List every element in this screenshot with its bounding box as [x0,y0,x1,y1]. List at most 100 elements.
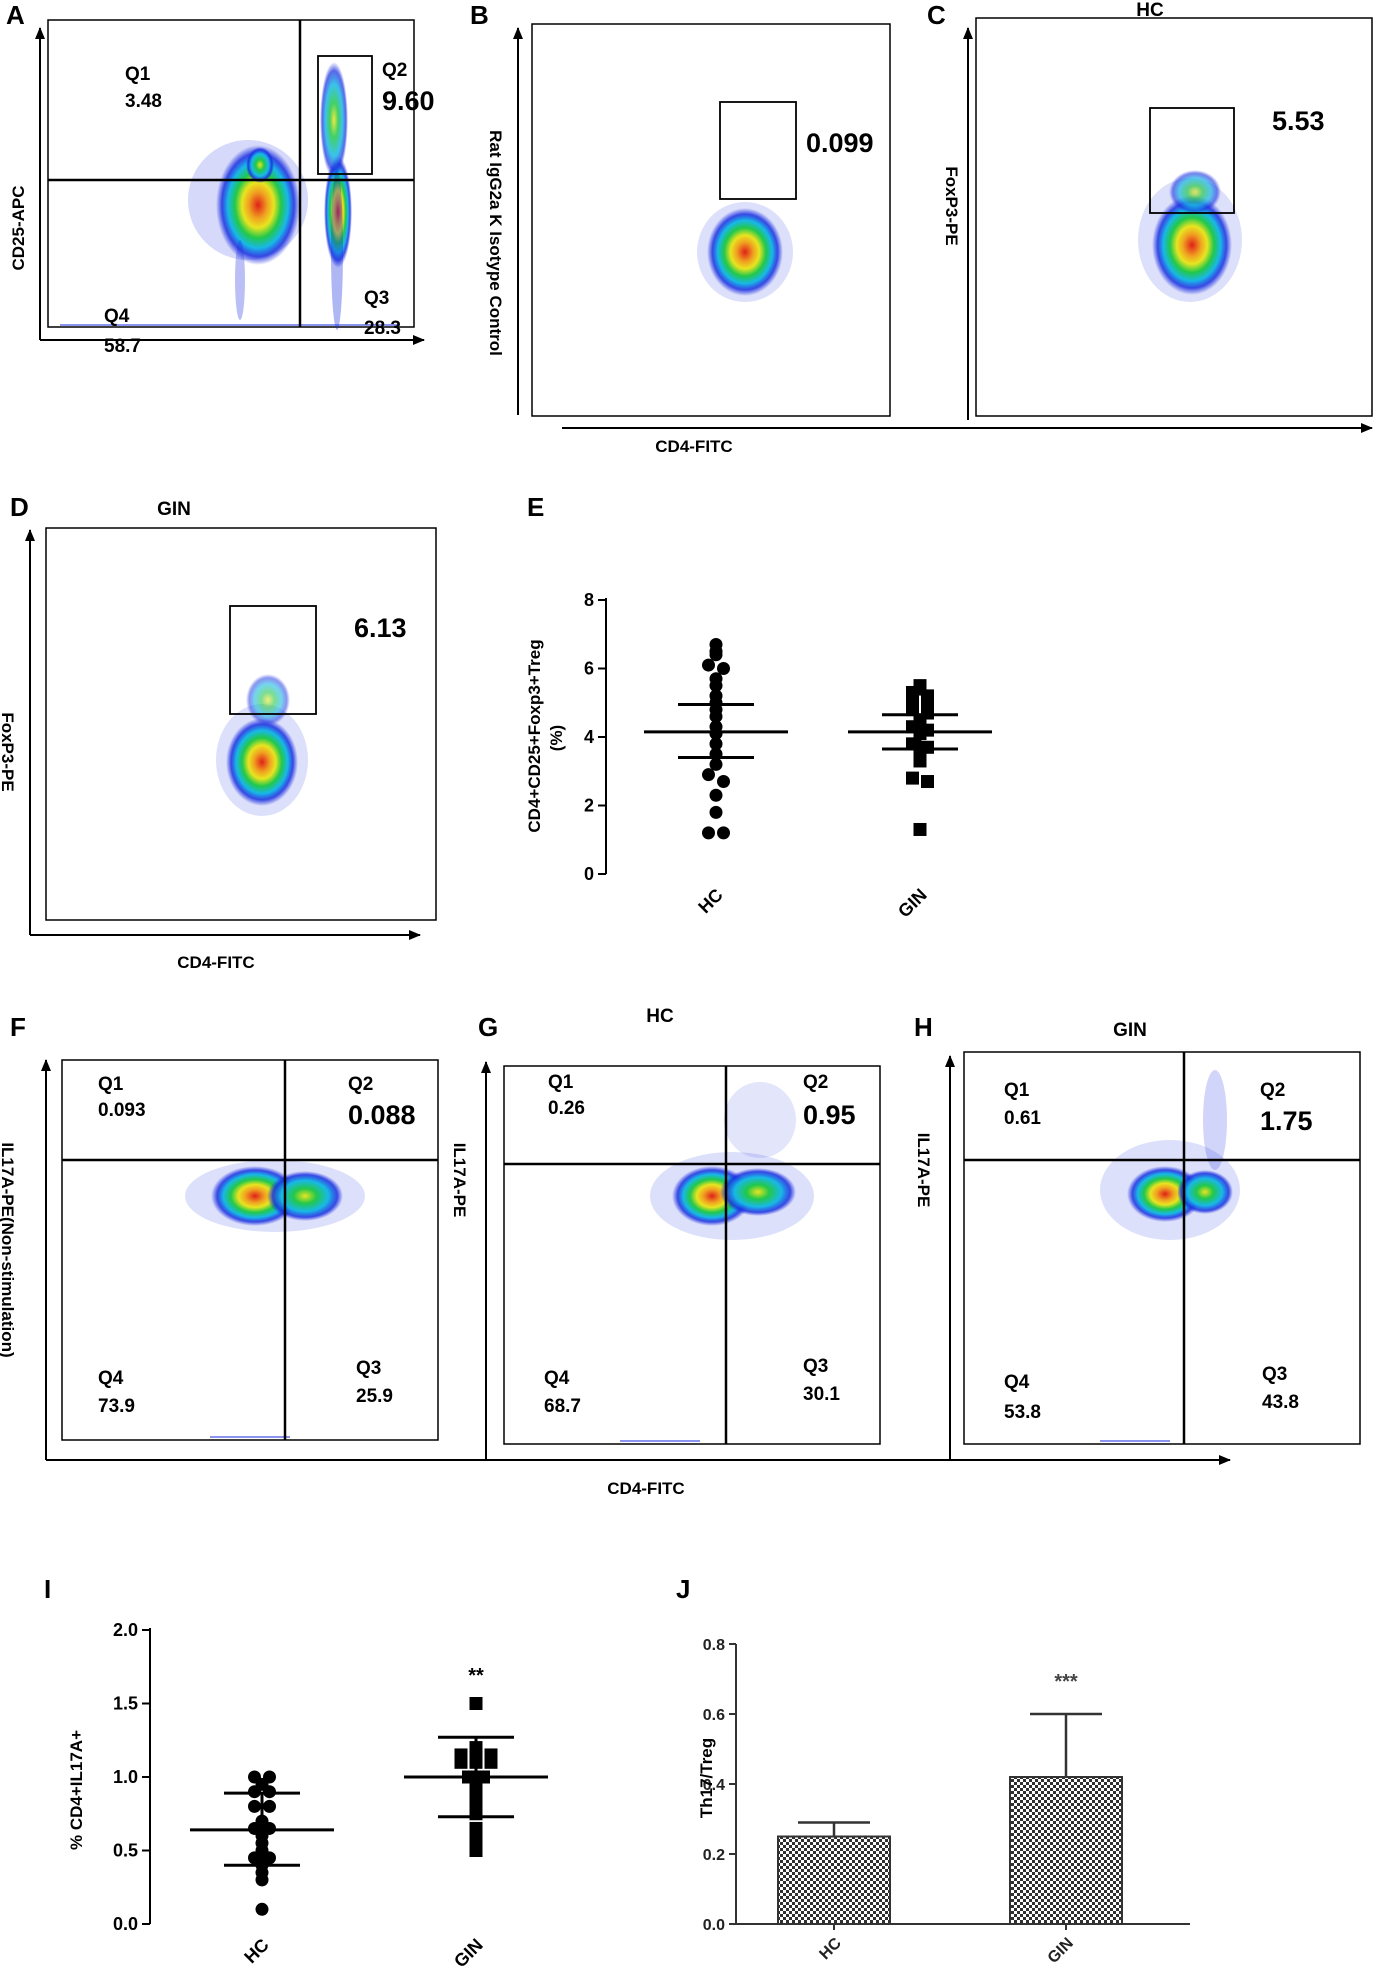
data-point [702,658,715,672]
gate-box [1149,107,1235,214]
q1-name: Q1 [125,64,151,85]
gate-value: 0.099 [806,128,874,158]
q1-name: Q1 [548,1072,574,1093]
data-point [906,692,919,706]
gate-box [719,101,797,200]
panel-title: GIN [157,499,191,520]
significance-marker: ** [468,1665,484,1687]
plot-frame [47,19,415,328]
y-axis-label-line2: (%) [547,725,566,751]
plot-frame [61,1059,439,1441]
q3-name: Q3 [364,288,389,309]
x-tick-label: GIN [894,885,931,922]
data-point [263,1799,276,1813]
significance-marker: *** [1054,1671,1078,1693]
density-cloud [185,1160,365,1438]
y-tick-label: 4 [584,727,594,747]
data-point [717,775,730,789]
data-point [921,775,934,789]
y-tick-label: 0.4 [703,1777,725,1794]
y-tick-label: 0.2 [703,1847,725,1864]
y-tick-label: 1.0 [113,1767,138,1787]
data-point [469,1697,483,1710]
panel-letter-i: I [44,1574,51,1604]
q4-value: 58.7 [104,336,141,357]
y-tick-label: 0.5 [113,1841,138,1861]
y-axis-label: IL17A-PE(Non-stimulation) [0,1142,17,1357]
y-tick-label: 6 [584,659,594,679]
panel-g: G HC Q1 0.26 Q2 0.95 Q3 30.1 Q4 68.7 IL1… [450,1006,881,1460]
q3-value: 28.3 [364,318,401,339]
panel-f: F Q1 0.093 Q2 0.088 Q3 25.9 Q4 73.9 IL17… [0,1012,439,1460]
q1-value: 0.093 [98,1100,146,1121]
panel-letter-g: G [478,1012,498,1042]
panel-h: H GIN Q1 0.61 Q2 1.75 Q3 43.8 Q4 53.8 IL… [914,1012,1361,1460]
density-cloud [620,1082,814,1442]
plot-frame [45,527,437,921]
data-point [702,768,715,782]
y-axis-label: FoxP3-PE [0,712,17,791]
data-point [913,822,927,836]
scatter-chart-e: 0 2 4 6 8 HC GIN [584,590,992,921]
y-axis-label: IL17A-PE [450,1143,469,1218]
density-cloud [60,62,400,330]
panel-letter-h: H [914,1012,933,1042]
density-cloud [216,674,308,816]
panel-d: D GIN 6.13 FoxP3-PE CD4-FITC [0,492,437,972]
x-tick-label: HC [240,1935,273,1968]
data-point [709,757,723,771]
q4-name: Q4 [98,1368,124,1389]
q4-value: 68.7 [544,1396,581,1417]
data-point [906,771,919,785]
y-tick-label: 2.0 [113,1620,138,1640]
panel-i: I 0.0 0.5 1.0 1.5 2.0 HC GIN ** % CD4+IL17A+ [44,1574,548,1971]
plot-frame [975,17,1373,417]
y-axis-label: FoxP3-PE [942,166,961,245]
q1-name: Q1 [98,1074,124,1095]
data-point [913,754,927,768]
data-point [255,1902,269,1916]
q2-name: Q2 [382,60,407,81]
q4-name: Q4 [1004,1372,1030,1393]
y-tick-label: 0.6 [703,1707,725,1724]
y-tick-label: 0.0 [703,1917,725,1934]
panel-title: GIN [1113,1020,1147,1041]
q3-name: Q3 [1262,1364,1287,1385]
panel-a: A Q1 3.48 Q2 9.60 Q3 28.3 Q4 58.7 CD25-A… [6,0,435,357]
y-axis-label: % CD4+IL17A+ [67,1730,86,1850]
q1-value: 0.61 [1004,1108,1041,1129]
y-axis-label: CD25-APC [9,185,28,270]
data-point [717,662,730,675]
q2-value: 0.088 [348,1100,416,1130]
q2-value: 1.75 [1260,1106,1313,1136]
y-tick-label: 2 [584,796,594,816]
y-tick-label: 0.8 [703,1637,725,1654]
gate-value: 5.53 [1272,106,1325,136]
panel-c: C HC 5.53 FoxP3-PE [927,0,1373,420]
data-point [255,1873,269,1887]
q4-value: 73.9 [98,1396,135,1417]
q3-value: 25.9 [356,1386,393,1407]
y-tick-label: 8 [584,590,594,610]
data-point [469,1844,483,1857]
data-point [717,826,730,840]
y-tick-label: 1.5 [113,1694,138,1714]
q3-value: 30.1 [803,1384,840,1405]
y-axis-label: Th17/Treg [697,1738,716,1818]
q2-name: Q2 [1260,1080,1285,1101]
panel-b: B 0.099 Rat IgG2a K Isotype Control [470,0,891,417]
x-tick-label: HC [694,885,727,918]
y-axis-label: Rat IgG2a K Isotype Control [486,130,505,356]
density-cloud [1138,170,1242,302]
panel-letter-j: J [676,1574,690,1604]
panel-letter-c: C [927,0,946,30]
data-point [906,703,919,717]
x-tick-label: HC [816,1934,845,1963]
bc-x-axis-label: CD4-FITC [655,437,732,456]
gate-value: 6.13 [354,613,407,643]
q3-name: Q3 [356,1358,381,1379]
y-axis-label: IL17A-PE [914,1133,933,1208]
data-point [248,1799,261,1813]
y-tick-label: 0 [584,864,594,884]
q2-value: 0.95 [803,1100,856,1130]
